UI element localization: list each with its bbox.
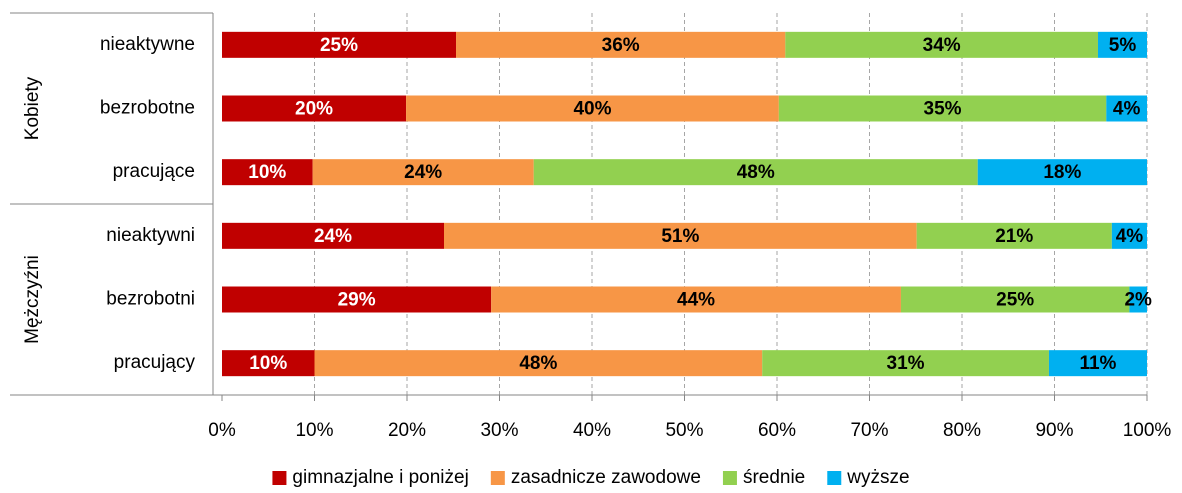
- bar-segment: [314, 350, 763, 377]
- bar-segment: [1129, 286, 1147, 313]
- data-label: 48%: [519, 353, 557, 374]
- data-label: 44%: [677, 290, 715, 311]
- bar-segment: [222, 222, 444, 249]
- legend-swatch: [827, 471, 842, 485]
- data-label: 35%: [924, 99, 962, 120]
- bar-segment: [491, 286, 901, 313]
- data-label: 4%: [1116, 226, 1144, 247]
- group-label: Mężczyźni: [22, 255, 43, 344]
- bar-segment: [900, 286, 1130, 313]
- bar-segment: [456, 31, 786, 58]
- data-label: 5%: [1109, 35, 1137, 56]
- y-tick-label: pracujące: [113, 161, 195, 182]
- legend-swatch: [272, 471, 287, 485]
- data-label: 25%: [320, 35, 358, 56]
- bar-segment: [222, 159, 313, 186]
- data-label: 51%: [661, 226, 699, 247]
- x-tick-label: 100%: [1123, 420, 1172, 441]
- x-tick-label: 90%: [1035, 420, 1073, 441]
- data-label: 2%: [1124, 290, 1152, 311]
- bar-segment: [444, 222, 917, 249]
- bar-segment: [222, 95, 407, 122]
- data-label: 11%: [1079, 353, 1116, 374]
- bar-segment: [916, 222, 1112, 249]
- data-label: 20%: [295, 99, 333, 120]
- x-tick-label: 10%: [295, 420, 333, 441]
- data-label: 10%: [249, 353, 287, 374]
- x-tick-label: 40%: [573, 420, 611, 441]
- bar-segment: [1048, 350, 1147, 377]
- x-tick-label: 60%: [758, 420, 796, 441]
- bar-segment: [785, 31, 1098, 58]
- bar-segment: [533, 159, 978, 186]
- y-tick-label: nieaktywni: [106, 225, 195, 246]
- data-label: 36%: [602, 35, 640, 56]
- bar-segment: [222, 350, 315, 377]
- legend-label: gimnazjalne i poniżej: [292, 467, 468, 488]
- bar-segment: [312, 159, 534, 186]
- data-label: 4%: [1113, 99, 1141, 120]
- bar-segment: [778, 95, 1107, 122]
- legend-swatch: [490, 471, 505, 485]
- bar-segment: [222, 31, 457, 58]
- x-tick-label: 80%: [943, 420, 981, 441]
- bar-segment: [222, 286, 492, 313]
- data-label: 10%: [248, 162, 286, 183]
- bar-segment: [762, 350, 1049, 377]
- bar-segment: [977, 159, 1147, 186]
- data-label: 18%: [1043, 162, 1081, 183]
- legend-swatch: [722, 471, 737, 485]
- x-tick-label: 50%: [665, 420, 703, 441]
- x-tick-label: 20%: [388, 420, 426, 441]
- y-tick-label: nieaktywne: [100, 34, 195, 55]
- data-label: 24%: [314, 226, 352, 247]
- bar-segment: [1111, 222, 1147, 249]
- data-label: 25%: [996, 290, 1034, 311]
- data-label: 40%: [573, 99, 611, 120]
- group-label: Kobiety: [22, 76, 43, 140]
- legend-label: wyższe: [846, 467, 909, 488]
- data-label: 48%: [737, 162, 775, 183]
- data-label: 24%: [404, 162, 442, 183]
- x-tick-label: 30%: [480, 420, 518, 441]
- y-tick-label: bezrobotne: [100, 98, 195, 119]
- data-label: 29%: [338, 290, 376, 311]
- legend-label: zasadnicze zawodowe: [511, 467, 701, 488]
- data-label: 31%: [887, 353, 925, 374]
- data-label: 21%: [995, 226, 1033, 247]
- bar-segment: [1106, 95, 1147, 122]
- y-tick-label: bezrobotni: [106, 289, 195, 310]
- bar-segment: [1097, 31, 1147, 58]
- y-tick-label: pracujący: [114, 352, 196, 373]
- x-tick-label: 70%: [850, 420, 888, 441]
- x-tick-label: 0%: [208, 420, 236, 441]
- data-label: 34%: [923, 35, 961, 56]
- legend-label: średnie: [743, 467, 805, 488]
- bar-segment: [406, 95, 779, 122]
